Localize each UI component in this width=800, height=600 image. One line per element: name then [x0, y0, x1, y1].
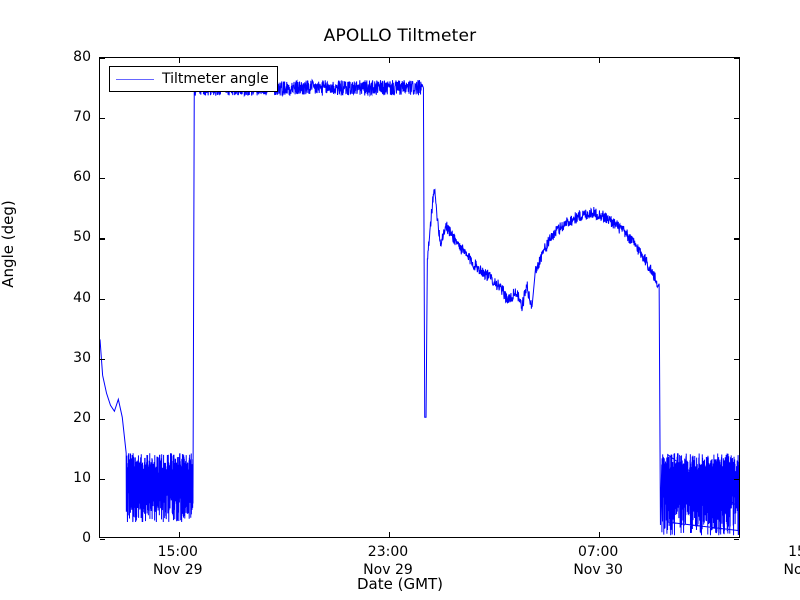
y-tick-label: 20: [73, 409, 91, 426]
y-tick-label: 40: [73, 289, 91, 306]
y-tick-label: 70: [73, 109, 91, 126]
x-tick-time: 15:00: [788, 544, 800, 560]
y-tick-mark: [100, 478, 105, 481]
x-tick-date: Nov 29: [153, 562, 203, 578]
x-tick-time: 23:00: [367, 544, 409, 560]
plot-area: [99, 57, 740, 541]
y-tick-label: 0: [82, 530, 91, 546]
x-tick-time: 07:00: [577, 544, 619, 560]
legend: Tiltmeter angle: [109, 66, 278, 92]
y-tick-mark: [100, 118, 105, 120]
data-line-svg: [100, 58, 739, 537]
y-tick-label: 80: [73, 49, 91, 65]
y-tick-mark: [734, 358, 739, 360]
y-tick-mark: [734, 539, 739, 541]
chart-title: APOLLO Tiltmeter: [323, 26, 477, 46]
y-tick-label: 60: [73, 169, 91, 186]
x-tick-mark: [599, 532, 601, 537]
y-tick-mark: [734, 58, 739, 60]
y-tick-mark: [100, 418, 105, 420]
x-tick-mark: [599, 58, 601, 63]
y-tick-mark: [100, 358, 105, 360]
x-tick-mark: [178, 532, 180, 537]
y-tick-mark: [100, 298, 105, 300]
y-tick-mark: [100, 238, 105, 240]
y-tick-mark: [734, 418, 739, 420]
legend-label: Tiltmeter angle: [162, 71, 269, 87]
y-tick-mark: [734, 298, 739, 300]
x-tick-label: 23:00 Nov 29: [328, 543, 448, 579]
x-tick-label: 07:00 Nov 30: [538, 543, 658, 579]
y-tick-mark: [100, 178, 105, 180]
x-tick-mark: [388, 532, 391, 537]
x-tick-mark: [388, 58, 391, 63]
x-tick-label: 15:00 Nov 29: [118, 543, 238, 579]
x-tick-date: Nov 29: [363, 562, 413, 578]
y-tick-mark: [734, 118, 739, 120]
legend-line-swatch: [116, 78, 154, 80]
y-tick-mark: [734, 238, 739, 240]
y-tick-mark: [100, 539, 105, 541]
y-tick-label: 10: [73, 469, 91, 486]
x-tick-label: 15:00 Nov 30: [748, 543, 800, 579]
y-tick-label: 50: [73, 229, 91, 246]
tiltmeter-angle-line: [100, 80, 739, 535]
y-tick-mark: [100, 58, 105, 60]
x-tick-date: Nov 30: [783, 562, 800, 578]
x-tick-time: 15:00: [157, 544, 198, 560]
y-tick-mark: [734, 178, 739, 180]
y-axis-label: Angle (deg): [0, 200, 17, 288]
x-axis-label: Date (GMT): [356, 575, 444, 593]
y-tick-mark: [734, 478, 739, 481]
y-tick-label: 30: [73, 349, 91, 366]
x-tick-mark: [178, 58, 180, 63]
x-tick-date: Nov 30: [573, 562, 623, 578]
